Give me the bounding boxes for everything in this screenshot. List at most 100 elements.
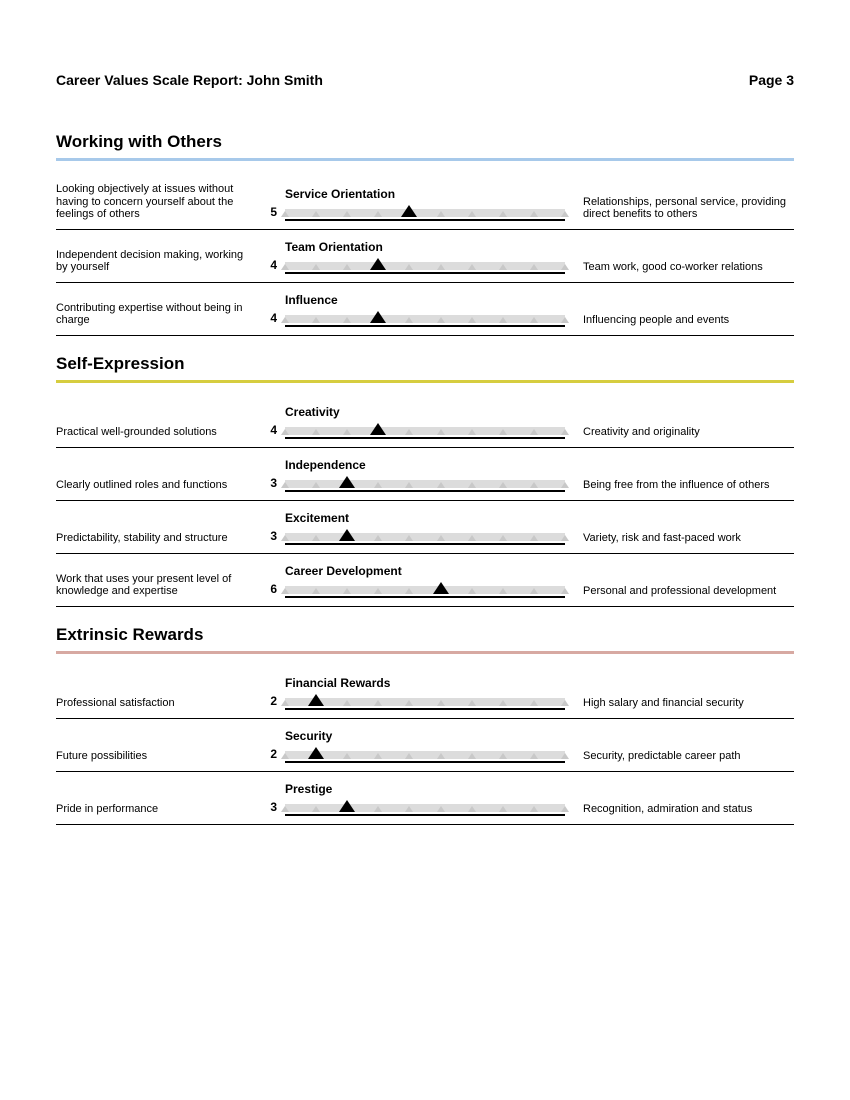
scale-tick xyxy=(343,317,351,323)
scale-tick xyxy=(405,753,413,759)
scale-tick xyxy=(530,588,538,594)
scale-track xyxy=(285,260,565,274)
scale-center: Financial Rewards xyxy=(285,676,565,710)
scale-row: Looking objectively at issues without ha… xyxy=(56,173,794,230)
section-title: Working with Others xyxy=(56,132,794,152)
scale-name: Excitement xyxy=(285,511,565,525)
low-anchor-text: Predictability, stability and structure xyxy=(56,532,251,545)
scale-center: Service Orientation xyxy=(285,187,565,221)
scale-tick xyxy=(561,482,569,488)
scale-tick xyxy=(499,317,507,323)
score-marker-icon xyxy=(308,694,324,706)
scale-tick xyxy=(468,264,476,270)
scale-row: Practical well-grounded solutions4Creati… xyxy=(56,395,794,448)
report-title: Career Values Scale Report: John Smith xyxy=(56,72,323,88)
low-anchor-text: Future possibilities xyxy=(56,750,251,763)
scale-track xyxy=(285,425,565,439)
scale-tick xyxy=(499,482,507,488)
scale-background xyxy=(285,698,565,706)
scale-tick xyxy=(468,482,476,488)
scale-tick xyxy=(437,264,445,270)
scale-tick xyxy=(468,535,476,541)
score-marker-icon xyxy=(339,529,355,541)
scale-background xyxy=(285,209,565,217)
scale-center: Career Development xyxy=(285,564,565,598)
scale-tick xyxy=(561,700,569,706)
high-anchor-text: Creativity and originality xyxy=(573,426,794,439)
scale-tick xyxy=(468,753,476,759)
scale-tick xyxy=(343,588,351,594)
scale-tick xyxy=(499,429,507,435)
scale-name: Influence xyxy=(285,293,565,307)
scale-tick xyxy=(468,317,476,323)
score-value: 4 xyxy=(259,258,277,274)
scale-background xyxy=(285,804,565,812)
report-header: Career Values Scale Report: John Smith P… xyxy=(56,72,794,88)
scale-center: Excitement xyxy=(285,511,565,545)
scale-track xyxy=(285,207,565,221)
score-marker-icon xyxy=(370,423,386,435)
scale-tick xyxy=(499,264,507,270)
scale-tick xyxy=(499,806,507,812)
score-value: 2 xyxy=(259,694,277,710)
scale-tick xyxy=(281,753,289,759)
scale-background xyxy=(285,427,565,435)
low-anchor-text: Independent decision making, working by … xyxy=(56,249,251,274)
scale-tick xyxy=(561,535,569,541)
scale-tick xyxy=(374,535,382,541)
scale-tick xyxy=(405,482,413,488)
page-number: Page 3 xyxy=(749,72,794,88)
score-value: 3 xyxy=(259,529,277,545)
score-value: 3 xyxy=(259,800,277,816)
scale-tick xyxy=(405,535,413,541)
high-anchor-text: Influencing people and events xyxy=(573,314,794,327)
scale-tick xyxy=(343,753,351,759)
high-anchor-text: Personal and professional development xyxy=(573,585,794,598)
scale-tick xyxy=(561,429,569,435)
scale-tick xyxy=(561,806,569,812)
low-anchor-text: Looking objectively at issues without ha… xyxy=(56,183,251,221)
high-anchor-text: Variety, risk and fast-paced work xyxy=(573,532,794,545)
scale-tick xyxy=(312,264,320,270)
scale-tick xyxy=(499,535,507,541)
scale-track xyxy=(285,478,565,492)
score-value: 5 xyxy=(259,205,277,221)
low-anchor-text: Work that uses your present level of kno… xyxy=(56,573,251,598)
scale-tick xyxy=(374,482,382,488)
scale-name: Service Orientation xyxy=(285,187,565,201)
scale-tick xyxy=(312,429,320,435)
score-value: 4 xyxy=(259,311,277,327)
scale-track xyxy=(285,696,565,710)
scale-background xyxy=(285,262,565,270)
section-underline xyxy=(56,158,794,161)
scale-row: Pride in performance 3 Prestige Recognition… xyxy=(56,772,794,825)
section-block: Working with Others Looking objectively a… xyxy=(56,132,794,336)
low-anchor-text: Pride in performance xyxy=(56,803,251,816)
section-underline xyxy=(56,380,794,383)
scale-tick xyxy=(312,588,320,594)
scale-name: Security xyxy=(285,729,565,743)
scale-name: Independence xyxy=(285,458,565,472)
high-anchor-text: Recognition, admiration and status xyxy=(573,803,794,816)
sections-container: Working with Others Looking objectively a… xyxy=(56,132,794,825)
score-value: 2 xyxy=(259,747,277,763)
scale-background xyxy=(285,480,565,488)
scale-row: Predictability, stability and structure 3… xyxy=(56,501,794,554)
scale-track xyxy=(285,584,565,598)
scale-tick xyxy=(530,264,538,270)
scale-center: Prestige xyxy=(285,782,565,816)
scale-tick xyxy=(374,588,382,594)
scale-center: Influence xyxy=(285,293,565,327)
scale-tick xyxy=(561,588,569,594)
scale-tick xyxy=(281,588,289,594)
high-anchor-text: High salary and financial security xyxy=(573,697,794,710)
section-block: Extrinsic RewardsProfessional satisfacti… xyxy=(56,625,794,825)
scale-tick xyxy=(312,211,320,217)
scale-tick xyxy=(437,753,445,759)
scale-tick xyxy=(530,317,538,323)
scale-tick xyxy=(437,482,445,488)
scale-tick xyxy=(281,482,289,488)
scale-row: Contributing expertise without being in … xyxy=(56,283,794,336)
scale-background xyxy=(285,533,565,541)
scale-track xyxy=(285,802,565,816)
